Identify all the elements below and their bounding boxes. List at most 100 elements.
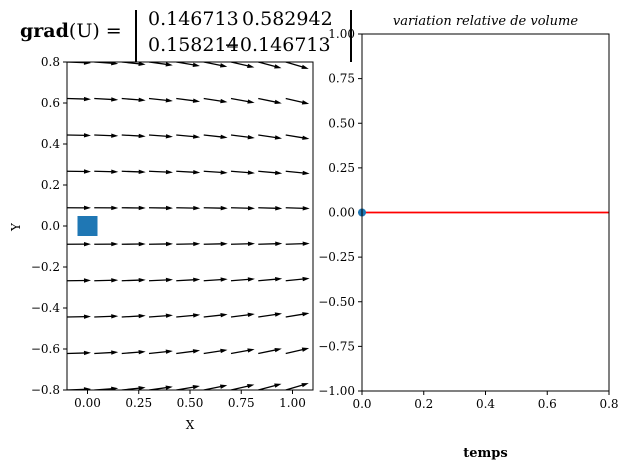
quiver-arrow-head <box>247 134 255 140</box>
quiver-arrow-head <box>83 169 91 174</box>
quiver-y-tick-label: 0.2 <box>41 178 60 192</box>
quiver-arrow-shaft <box>176 279 196 282</box>
quiver-arrow-shaft <box>148 170 169 173</box>
quiver-arrow-head <box>83 133 91 138</box>
quiver-arrow-head <box>83 314 91 319</box>
quiver-arrow-head <box>220 205 228 211</box>
quiver-arrow-head <box>247 384 255 389</box>
quiver-arrow-shaft <box>121 97 141 101</box>
volume-y-tick-label: 1.00 <box>328 27 355 41</box>
quiver-arrow-head <box>220 170 228 175</box>
quiver-arrow-head <box>111 62 119 66</box>
quiver-arrow-head <box>111 133 119 138</box>
quiver-arrow-head <box>220 348 228 354</box>
quiver-arrow-head <box>165 98 173 103</box>
volume-x-tick-label: 0.2 <box>414 397 433 411</box>
quiver-arrow-shaft <box>203 349 223 355</box>
quiver-arrow-head <box>193 170 201 175</box>
quiver-arrow-head <box>192 62 200 67</box>
quiver-arrow-head <box>301 64 309 69</box>
quiver-arrow-shaft <box>285 97 305 104</box>
quiver-arrow-head <box>247 170 255 175</box>
quiver-arrow-shaft <box>312 98 313 100</box>
quiver-arrow-shaft <box>258 313 278 318</box>
quiver-arrow-head <box>274 99 282 105</box>
quiver-arrow-head <box>193 205 201 211</box>
quiver-arrow-shaft <box>94 315 114 318</box>
quiver-arrow-head <box>138 133 146 139</box>
quiver-arrow-shaft <box>176 350 196 355</box>
quiver-arrow-head <box>165 349 173 354</box>
quiver-arrow-head <box>165 385 173 390</box>
quiver-arrow-head <box>193 241 201 247</box>
quiver-arrow-head <box>330 241 337 245</box>
volume-x-tick-label: 0.0 <box>352 397 371 411</box>
quiver-arrow-head <box>165 169 173 175</box>
quiver-arrow-head <box>165 313 173 318</box>
quiver-arrow-head <box>192 349 201 354</box>
quiver-arrow-shaft <box>285 313 305 318</box>
quiver-arrow-head <box>192 313 201 318</box>
quiver-arrow-head <box>219 63 228 68</box>
quiver-arrow-head <box>302 206 310 211</box>
volume-y-tick-label: −0.75 <box>318 339 355 353</box>
volume-y-tick-label: 0.25 <box>328 161 355 175</box>
quiver-arrow-shaft <box>94 134 114 137</box>
quiver-arrow-shaft <box>258 243 278 245</box>
quiver-arrow-head <box>83 387 91 390</box>
quiver-arrow-shaft <box>203 62 223 67</box>
quiver-arrow-head <box>247 241 255 247</box>
quiver-arrow-head <box>301 347 310 352</box>
quiver-arrow-shaft <box>230 170 250 174</box>
quiver-arrow-shaft <box>312 316 313 318</box>
quiver-arrow-head <box>329 136 336 140</box>
quiver-arrow-shaft <box>203 97 223 103</box>
quiver-arrow-head <box>83 62 91 65</box>
quiver-arrow-head <box>83 241 91 247</box>
quiver-x-tick-label: 0.50 <box>177 396 204 410</box>
quiver-x-tick-label: 0.25 <box>125 396 152 410</box>
quiver-arrow-head <box>274 64 282 69</box>
quiver-arrow-shaft <box>258 278 278 282</box>
volume-x-tick-label: 0.4 <box>476 397 495 411</box>
quiver-arrow-head <box>275 206 283 211</box>
quiver-y-label: Y <box>9 222 23 232</box>
volume-x-tick-label: 0.6 <box>538 397 557 411</box>
quiver-arrow-shaft <box>230 278 250 282</box>
quiver-arrow-shaft <box>121 170 141 173</box>
volume-y-tick-label: 0.75 <box>328 72 355 86</box>
quiver-arrow-head <box>220 98 228 104</box>
quiver-arrow-head <box>83 350 91 356</box>
volume-y-tick-label: 0.00 <box>328 206 355 220</box>
quiver-x-tick-label: 0.00 <box>74 396 101 410</box>
quiver-arrow-head <box>138 97 146 103</box>
quiver-arrow-shaft <box>121 279 141 282</box>
quiver-arrow-head <box>275 170 283 175</box>
quiver-arrow-head <box>111 169 119 174</box>
volume-x-label: temps <box>463 446 507 461</box>
quiver-arrow-shaft <box>121 315 141 318</box>
quiver-arrow-head <box>192 134 201 139</box>
quiver-arrow-shaft <box>176 134 196 138</box>
marker-square <box>77 216 98 236</box>
volume-title: variation relative de volume <box>393 14 578 29</box>
quiver-arrow-shaft <box>94 351 114 355</box>
quiver-arrow-shaft <box>230 313 250 318</box>
quiver-x-tick-label: 0.75 <box>228 396 255 410</box>
quiver-arrow-shaft <box>203 170 223 174</box>
quiver-arrow-shaft <box>230 62 250 67</box>
quiver-arrow-head <box>165 241 173 247</box>
quiver-axes-frame <box>66 61 314 391</box>
volume-y-tick-label: −0.25 <box>318 250 355 264</box>
quiver-arrow-shaft <box>176 314 196 318</box>
quiver-arrow-head <box>192 98 201 103</box>
quiver-arrow-head <box>301 383 309 388</box>
quiver-arrow-head <box>111 386 119 390</box>
quiver-y-tick-label: −0.2 <box>31 260 60 274</box>
quiver-y-tick-label: 0.6 <box>41 96 60 110</box>
quiver-arrow-shaft <box>203 385 223 390</box>
quiver-x-tick-label: 1.00 <box>279 396 306 410</box>
quiver-arrow-head <box>138 62 146 66</box>
quiver-y-tick-label: 0.0 <box>41 219 60 233</box>
quiver-arrow-shaft <box>203 134 223 138</box>
